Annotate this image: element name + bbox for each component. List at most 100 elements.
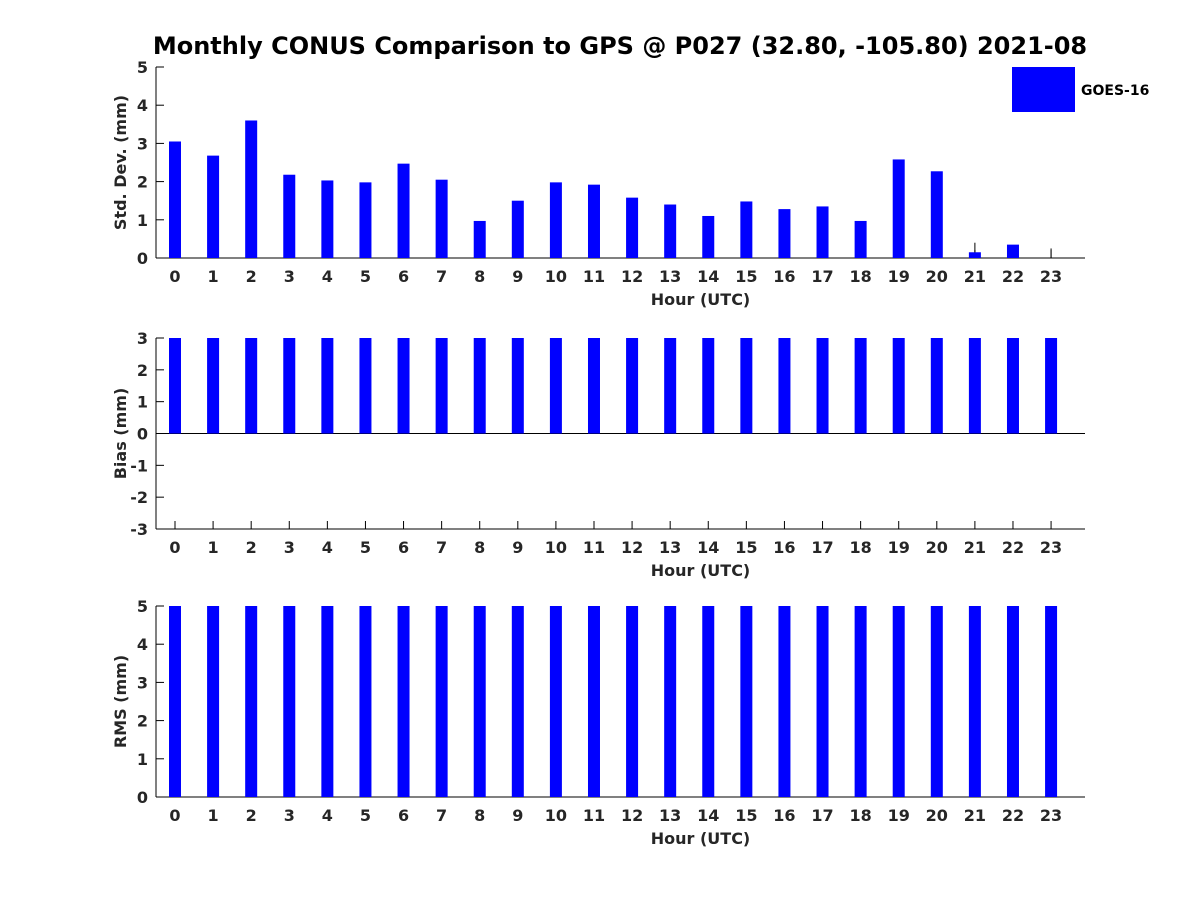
x-axis-label: Hour (UTC): [651, 829, 751, 848]
y-tick-label: 5: [137, 58, 148, 77]
x-tick-label: 3: [284, 538, 295, 557]
x-tick-label: 16: [773, 806, 795, 825]
y-tick-label: 4: [137, 96, 148, 115]
bar: [359, 338, 372, 434]
x-tick-label: 15: [735, 267, 757, 286]
x-tick-label: 4: [322, 267, 333, 286]
bar: [968, 252, 981, 258]
bar: [549, 606, 562, 797]
bar: [626, 338, 639, 434]
bar: [702, 338, 715, 434]
x-tick-label: 18: [849, 538, 871, 557]
bar: [930, 171, 943, 258]
x-tick-label: 11: [583, 267, 605, 286]
y-tick-label: 2: [137, 361, 148, 380]
x-tick-label: 22: [1002, 267, 1024, 286]
bar: [511, 606, 524, 797]
bar: [778, 209, 791, 258]
bar: [587, 338, 600, 434]
y-tick-label: 2: [137, 712, 148, 731]
bar: [892, 338, 905, 434]
bar: [1006, 338, 1019, 434]
x-tick-label: 4: [322, 806, 333, 825]
x-tick-label: 23: [1040, 267, 1062, 286]
x-tick-label: 23: [1040, 806, 1062, 825]
bar: [1006, 606, 1019, 797]
bar: [702, 606, 715, 797]
x-tick-label: 10: [545, 267, 567, 286]
bar: [930, 606, 943, 797]
bar: [854, 606, 867, 797]
x-tick-label: 21: [964, 267, 986, 286]
bar: [664, 204, 677, 258]
bar: [207, 155, 220, 258]
bar: [968, 338, 981, 434]
x-tick-label: 13: [659, 267, 681, 286]
x-tick-label: 21: [964, 538, 986, 557]
x-tick-label: 13: [659, 538, 681, 557]
bar: [854, 220, 867, 258]
bar: [1045, 338, 1058, 434]
x-tick-label: 22: [1002, 806, 1024, 825]
bar: [473, 220, 486, 258]
x-axis-label: Hour (UTC): [651, 561, 751, 580]
bar: [587, 184, 600, 258]
x-tick-label: 0: [169, 267, 180, 286]
x-tick-label: 1: [208, 806, 219, 825]
bar: [702, 215, 715, 258]
bar: [740, 201, 753, 258]
x-tick-label: 3: [284, 267, 295, 286]
bar: [930, 338, 943, 434]
bar: [549, 182, 562, 258]
x-tick-label: 12: [621, 267, 643, 286]
x-tick-label: 17: [811, 806, 833, 825]
y-tick-label: 1: [137, 750, 148, 769]
x-tick-label: 12: [621, 538, 643, 557]
bar: [664, 338, 677, 434]
x-tick-label: 12: [621, 806, 643, 825]
x-tick-label: 4: [322, 538, 333, 557]
bar: [1006, 244, 1019, 258]
x-tick-label: 10: [545, 538, 567, 557]
y-tick-label: 2: [137, 173, 148, 192]
legend: GOES-16: [1012, 67, 1149, 112]
bar: [854, 338, 867, 434]
x-tick-label: 8: [474, 806, 485, 825]
x-tick-label: 22: [1002, 538, 1024, 557]
bar: [321, 338, 334, 434]
x-tick-label: 6: [398, 806, 409, 825]
x-tick-label: 0: [169, 538, 180, 557]
x-tick-label: 6: [398, 538, 409, 557]
x-tick-label: 8: [474, 267, 485, 286]
bar: [473, 338, 486, 434]
bar: [816, 338, 829, 434]
x-tick-label: 2: [246, 267, 257, 286]
x-tick-label: 15: [735, 538, 757, 557]
bar: [511, 200, 524, 258]
y-tick-label: 3: [137, 673, 148, 692]
bar: [778, 338, 791, 434]
x-tick-label: 9: [512, 806, 523, 825]
x-tick-label: 7: [436, 538, 447, 557]
y-tick-label: 0: [137, 425, 148, 444]
x-tick-label: 21: [964, 806, 986, 825]
x-tick-label: 11: [583, 538, 605, 557]
legend-swatch: [1012, 67, 1075, 112]
bar: [397, 338, 410, 434]
bar: [435, 179, 448, 258]
bar: [511, 338, 524, 434]
x-tick-label: 17: [811, 538, 833, 557]
y-tick-label: 1: [137, 393, 148, 412]
x-tick-label: 19: [888, 538, 910, 557]
bar: [245, 606, 258, 797]
x-tick-label: 20: [926, 538, 948, 557]
y-tick-label: 5: [137, 597, 148, 616]
y-tick-label: 3: [137, 134, 148, 153]
x-tick-label: 5: [360, 806, 371, 825]
bar: [169, 141, 181, 258]
bar: [283, 338, 296, 434]
x-tick-label: 0: [169, 806, 180, 825]
